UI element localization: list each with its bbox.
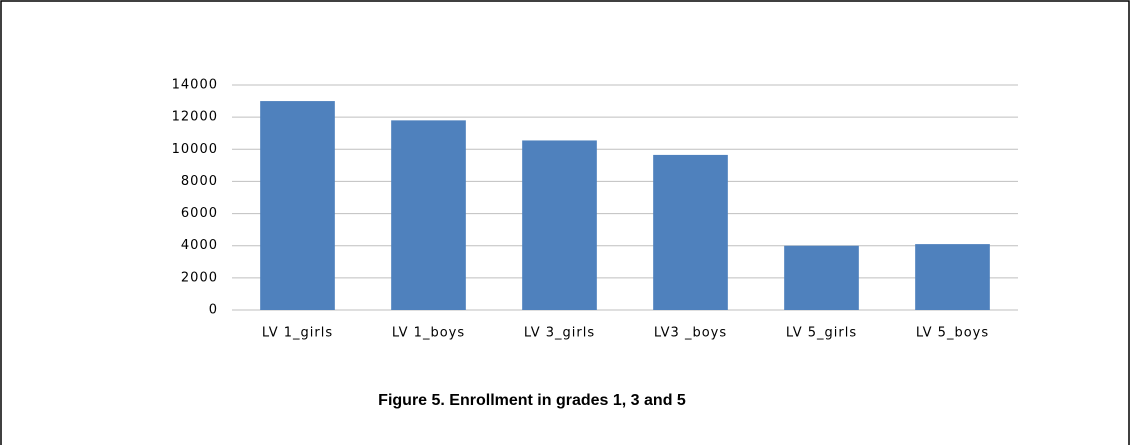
- x-tick-label: LV 5_girls: [786, 326, 857, 341]
- y-tick-label: 12000: [172, 110, 218, 125]
- bar: [391, 120, 466, 310]
- y-tick-label: 10000: [172, 142, 218, 157]
- y-tick-label: 6000: [181, 206, 218, 221]
- bar: [260, 101, 335, 310]
- bar: [784, 245, 859, 310]
- bar: [653, 154, 728, 310]
- y-tick-label: 0: [209, 303, 218, 318]
- bar: [522, 140, 597, 310]
- x-tick-label: LV 1_girls: [262, 326, 333, 341]
- y-tick-label: 4000: [181, 238, 218, 253]
- chart-title: Figure 5. Enrollment in grades 1, 3 and …: [378, 392, 686, 409]
- y-tick-label: 2000: [181, 270, 218, 285]
- bar: [915, 244, 990, 310]
- y-tick-label: 8000: [181, 174, 218, 189]
- x-tick-label: LV 3_girls: [524, 326, 595, 341]
- y-tick-label: 14000: [172, 78, 218, 93]
- x-tick-label: LV 5_boys: [916, 326, 989, 341]
- x-tick-label: LV3 _boys: [654, 326, 727, 341]
- x-tick-label: LV 1_boys: [392, 326, 465, 341]
